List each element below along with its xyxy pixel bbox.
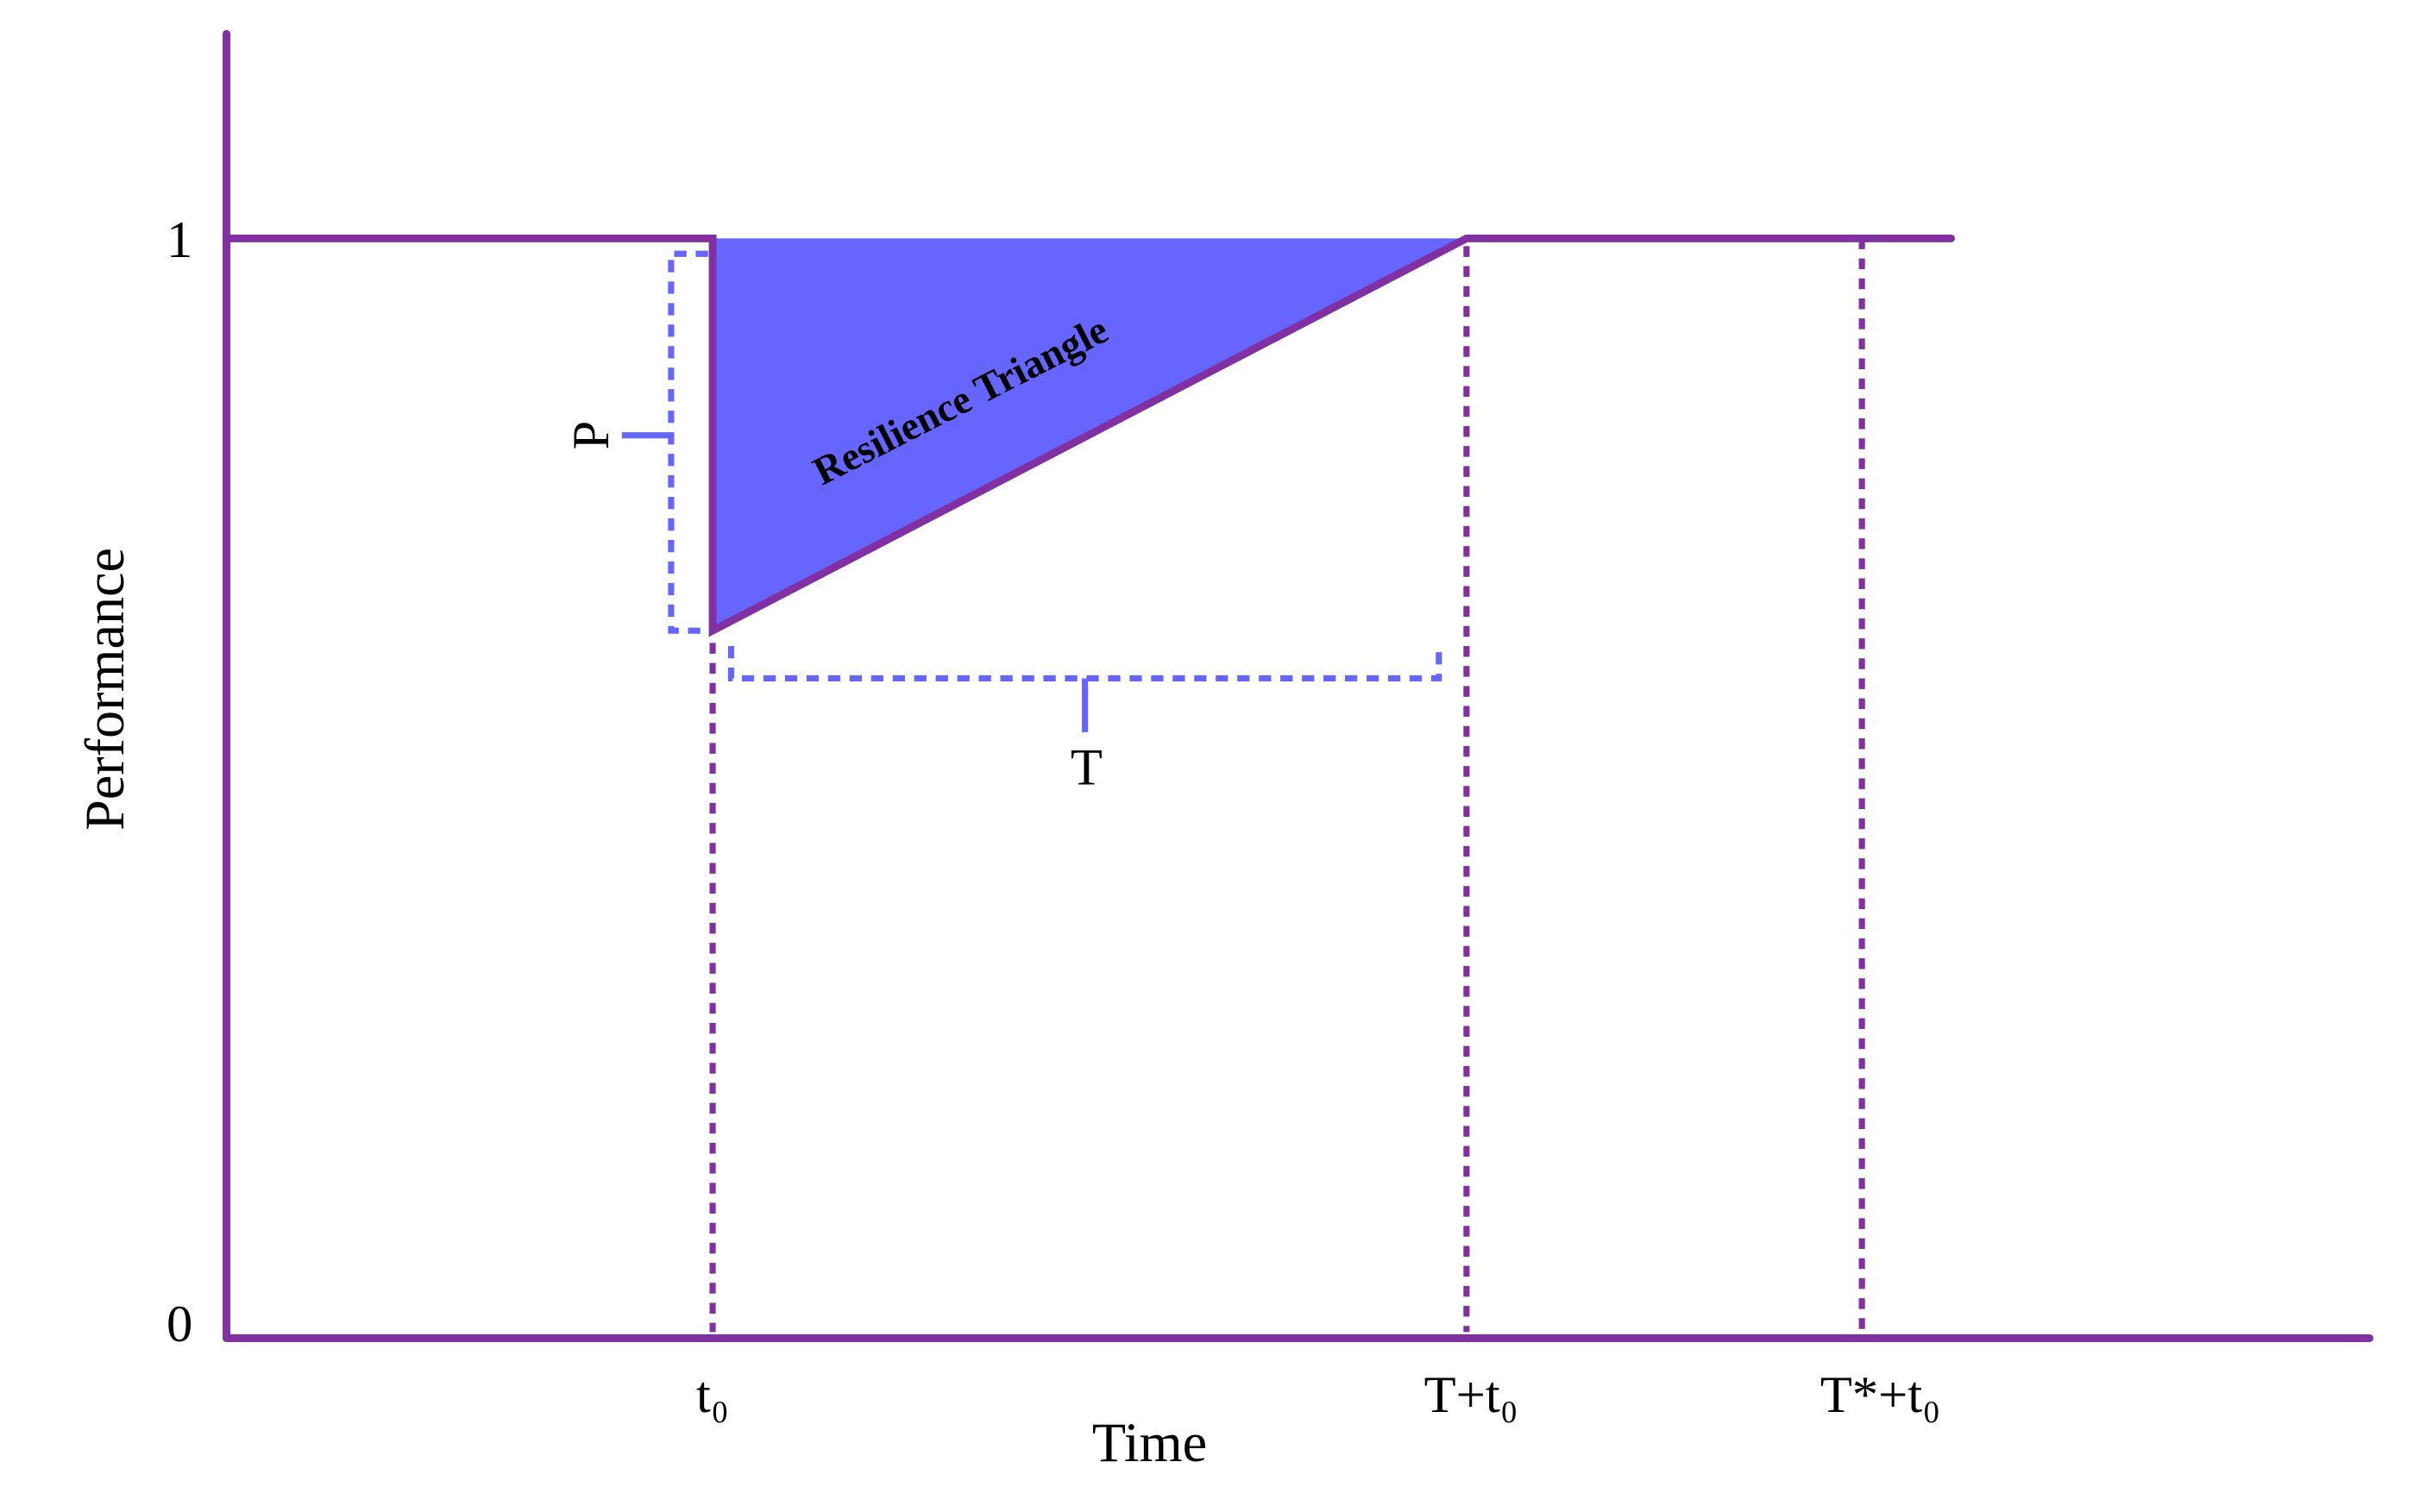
- performance-curve: [223, 234, 1956, 637]
- y-tick-label: 1: [167, 211, 192, 269]
- x-tick-label: T*+t₀: [1820, 1366, 1941, 1424]
- p-bracket: [668, 250, 708, 634]
- x-tick-label: T+t₀: [1424, 1366, 1518, 1424]
- y-axis-label: Performance: [74, 548, 135, 831]
- t-label: T: [1071, 738, 1103, 796]
- x-tick-label: t₀: [696, 1366, 729, 1424]
- y-tick-label: 0: [167, 1296, 192, 1353]
- t-bracket: [727, 645, 1442, 682]
- p-label: P: [562, 421, 620, 450]
- x-axis-label: Time: [1092, 1412, 1207, 1473]
